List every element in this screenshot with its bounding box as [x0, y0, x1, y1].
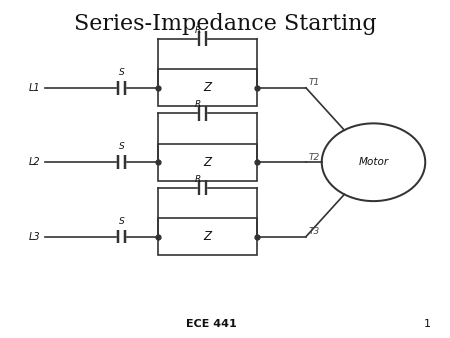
Bar: [158, 144, 256, 181]
Text: ECE 441: ECE 441: [186, 319, 237, 330]
Text: S: S: [119, 217, 125, 226]
Bar: [158, 69, 256, 106]
Text: Z: Z: [203, 156, 211, 169]
Text: Motor: Motor: [359, 157, 388, 167]
Text: Series-Impedance Starting: Series-Impedance Starting: [74, 13, 376, 35]
Text: T3: T3: [308, 227, 319, 236]
Text: S: S: [119, 142, 125, 151]
Text: Z: Z: [203, 230, 211, 243]
Text: R: R: [195, 100, 201, 109]
Circle shape: [322, 123, 425, 201]
Text: S: S: [119, 68, 125, 77]
Text: T2: T2: [308, 153, 319, 162]
Text: 1: 1: [424, 319, 431, 330]
Text: L2: L2: [29, 157, 40, 167]
Text: L3: L3: [29, 232, 40, 242]
Text: L1: L1: [29, 83, 40, 93]
Text: Z: Z: [203, 81, 211, 94]
Text: R: R: [195, 26, 201, 35]
Bar: [158, 218, 256, 255]
Text: T1: T1: [308, 78, 319, 87]
Text: R: R: [195, 174, 201, 184]
